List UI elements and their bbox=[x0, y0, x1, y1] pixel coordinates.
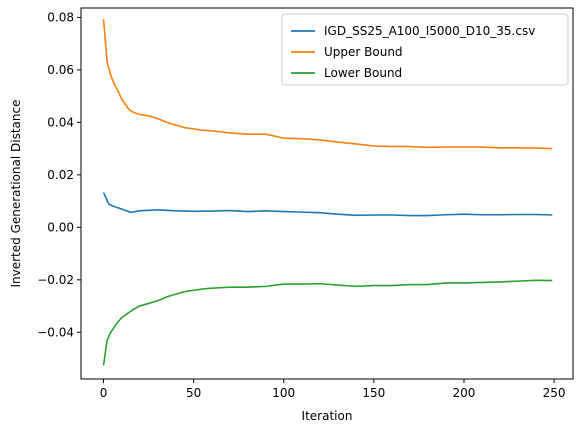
y-tick-label: 0.00 bbox=[47, 220, 74, 234]
series-line-2 bbox=[102, 279, 553, 366]
legend-items: IGD_SS25_A100_I5000_D10_35.csv Upper Boun… bbox=[291, 24, 535, 80]
series-line-1 bbox=[102, 19, 553, 150]
legend-label-2: Lower Bound bbox=[324, 66, 402, 80]
series-layer bbox=[102, 19, 553, 366]
legend-label-0: IGD_SS25_A100_I5000_D10_35.csv bbox=[324, 24, 535, 38]
y-tick-label: 0.06 bbox=[47, 63, 74, 77]
y-tick-label: 0.04 bbox=[47, 115, 74, 129]
y-tick-label: −0.02 bbox=[37, 273, 74, 287]
y-tick-label: 0.08 bbox=[47, 10, 74, 24]
x-tick-label: 0 bbox=[100, 386, 108, 400]
x-tick-label: 100 bbox=[272, 386, 295, 400]
x-tick-label: 250 bbox=[543, 386, 566, 400]
x-axis-label: Iteration bbox=[302, 409, 353, 423]
series-line-0 bbox=[102, 192, 553, 217]
y-axis-label: Inverted Generational Distance bbox=[9, 100, 23, 288]
x-tick-label: 200 bbox=[453, 386, 476, 400]
legend: IGD_SS25_A100_I5000_D10_35.csv Upper Boun… bbox=[281, 13, 569, 86]
x-tick-label: 150 bbox=[362, 386, 385, 400]
plot-frame bbox=[80, 7, 574, 380]
y-tick-label: −0.04 bbox=[37, 325, 74, 339]
y-tick-label: 0.02 bbox=[47, 168, 74, 182]
x-tick-label: 50 bbox=[186, 386, 201, 400]
ticks-layer: 0 50 100 150 200 250 −0.04 −0.02 0.00 0.02 0.04 0.0… bbox=[37, 10, 565, 400]
legend-box bbox=[281, 13, 569, 86]
legend-label-1: Upper Bound bbox=[324, 45, 403, 59]
